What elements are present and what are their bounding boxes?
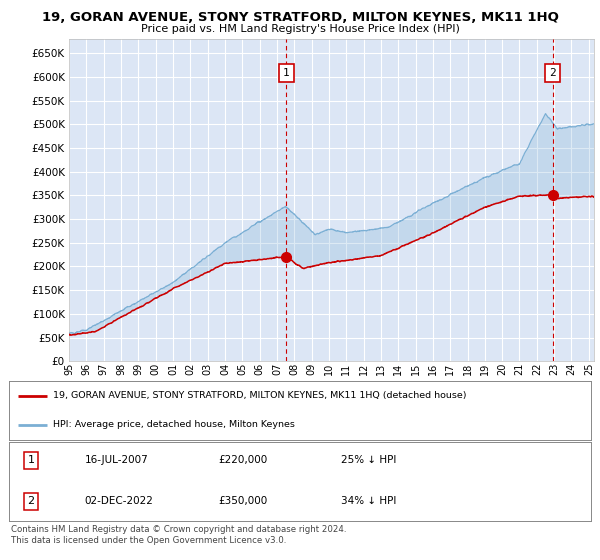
Text: 2: 2 (550, 68, 556, 78)
Text: Contains HM Land Registry data © Crown copyright and database right 2024.
This d: Contains HM Land Registry data © Crown c… (11, 525, 346, 545)
Text: HPI: Average price, detached house, Milton Keynes: HPI: Average price, detached house, Milt… (53, 421, 295, 430)
Text: 02-DEC-2022: 02-DEC-2022 (85, 496, 154, 506)
Text: £350,000: £350,000 (218, 496, 268, 506)
Text: 2: 2 (28, 496, 35, 506)
Text: 1: 1 (283, 68, 290, 78)
Text: 25% ↓ HPI: 25% ↓ HPI (341, 455, 396, 465)
Text: 19, GORAN AVENUE, STONY STRATFORD, MILTON KEYNES, MK11 1HQ (detached house): 19, GORAN AVENUE, STONY STRATFORD, MILTO… (53, 391, 466, 400)
Text: 16-JUL-2007: 16-JUL-2007 (85, 455, 148, 465)
Text: 1: 1 (28, 455, 35, 465)
Text: 19, GORAN AVENUE, STONY STRATFORD, MILTON KEYNES, MK11 1HQ: 19, GORAN AVENUE, STONY STRATFORD, MILTO… (41, 11, 559, 24)
Text: Price paid vs. HM Land Registry's House Price Index (HPI): Price paid vs. HM Land Registry's House … (140, 24, 460, 34)
Text: £220,000: £220,000 (218, 455, 268, 465)
Text: 34% ↓ HPI: 34% ↓ HPI (341, 496, 396, 506)
